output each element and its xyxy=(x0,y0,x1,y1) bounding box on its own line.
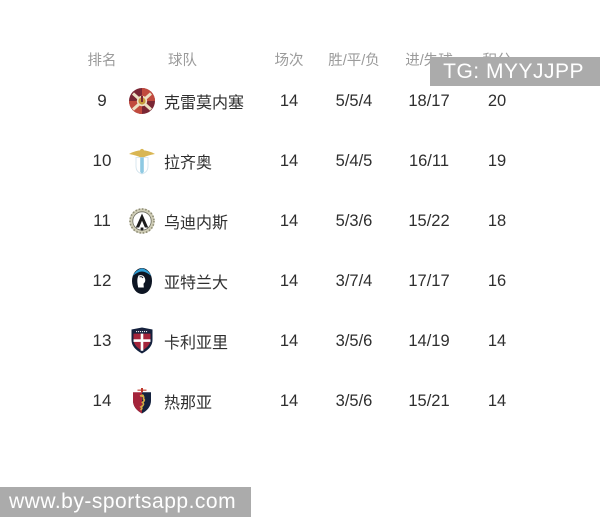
udinese-crest-icon xyxy=(129,208,155,234)
header-team: 球队 xyxy=(168,52,197,69)
win-draw-loss-value: 5/4/5 xyxy=(335,151,373,170)
rank-value: 12 xyxy=(92,271,112,290)
watermark: www.by-sportsapp.com xyxy=(0,487,252,517)
win-draw-loss-value: 3/5/6 xyxy=(335,391,373,410)
header-rank: 排名 xyxy=(87,52,117,69)
team-name: 乌迪内斯 xyxy=(164,215,229,232)
team-name: 拉齐奥 xyxy=(164,155,213,172)
table-row[interactable]: 13 卡利亚里 14 3/5/6 14/19 14 xyxy=(0,311,600,371)
header-matches: 场次 xyxy=(274,52,304,69)
points-value: 14 xyxy=(487,331,507,350)
goals-value: 14/19 xyxy=(408,331,450,350)
goals-value: 18/17 xyxy=(408,91,450,110)
matches-value: 14 xyxy=(279,271,299,290)
tg-badge: TG: MYYJJPP xyxy=(430,57,600,86)
points-value: 14 xyxy=(487,391,507,410)
cagliari-crest-icon xyxy=(131,327,153,354)
points-value: 18 xyxy=(487,211,507,230)
rank-value: 10 xyxy=(92,151,112,170)
genoa-crest-icon xyxy=(133,388,151,414)
table-row[interactable]: 11 乌迪内斯 14 5/3/6 15/22 18 xyxy=(0,191,600,251)
matches-value: 14 xyxy=(279,151,299,170)
goals-value: 15/21 xyxy=(408,391,450,410)
rank-value: 13 xyxy=(92,331,112,350)
win-draw-loss-value: 3/7/4 xyxy=(335,271,373,290)
goals-value: 17/17 xyxy=(408,271,450,290)
team-name: 克雷莫内塞 xyxy=(164,95,245,112)
goals-value: 16/11 xyxy=(408,151,450,170)
win-draw-loss-value: 3/5/6 xyxy=(335,331,373,350)
rank-value: 9 xyxy=(97,91,107,110)
matches-value: 14 xyxy=(279,331,299,350)
win-draw-loss-value: 5/3/6 xyxy=(335,211,373,230)
table-row[interactable]: 14 热那亚 14 3/5/6 15/21 14 xyxy=(0,371,600,431)
matches-value: 14 xyxy=(279,211,299,230)
rank-value: 14 xyxy=(92,391,112,410)
points-value: 20 xyxy=(487,91,507,110)
atalanta-crest-icon xyxy=(132,268,152,294)
rank-value: 11 xyxy=(93,211,111,230)
lazio-crest-icon xyxy=(129,148,155,175)
team-name: 热那亚 xyxy=(164,395,213,412)
table-row[interactable]: 12 亚特兰大 14 3/7/4 17/17 16 xyxy=(0,251,600,311)
cremonese-crest-icon xyxy=(129,88,155,114)
goals-value: 15/22 xyxy=(408,211,450,230)
matches-value: 14 xyxy=(279,91,299,110)
matches-value: 14 xyxy=(279,391,299,410)
team-name: 亚特兰大 xyxy=(164,275,229,292)
points-value: 16 xyxy=(487,271,507,290)
table-row[interactable]: 9 克雷莫内塞 14 5/5/4 18/17 20 xyxy=(0,71,600,131)
team-name: 卡利亚里 xyxy=(164,335,229,352)
win-draw-loss-value: 5/5/4 xyxy=(335,91,373,110)
points-value: 19 xyxy=(487,151,507,170)
standings-table: 排名 球队 场次 胜/平/负 进/失球 积分 9 克雷莫内塞 14 5/5/4 … xyxy=(0,47,600,431)
header-win-draw-loss: 胜/平/负 xyxy=(328,52,380,69)
table-row[interactable]: 10 拉齐奥 14 5/4/5 16/11 19 xyxy=(0,131,600,191)
